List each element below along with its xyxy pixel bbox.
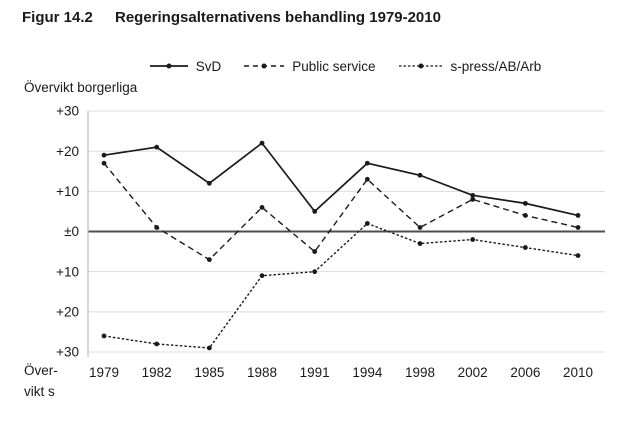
chart-series — [101, 140, 581, 351]
svg-text:1988: 1988 — [247, 365, 277, 380]
legend-label-svd: SvD — [195, 58, 222, 74]
chart-ytick-labels: +30 +20 +10 ±0 +10 +20 +30 — [56, 104, 79, 360]
legend-label-spress: s-press/AB/Arb — [450, 58, 542, 74]
chart-legend: SvD Public service s-press/AB/Arb — [50, 57, 640, 75]
legend-item-spress: s-press/AB/Arb — [398, 58, 542, 74]
svg-text:1994: 1994 — [352, 365, 383, 380]
svg-text:+20: +20 — [56, 305, 79, 320]
axis-label-overvikt-s: Över- vikt s — [24, 360, 58, 402]
svg-text:2010: 2010 — [563, 365, 593, 380]
figure-number: Figur 14.2 — [22, 9, 93, 26]
svg-text:1985: 1985 — [194, 365, 224, 380]
svg-text:1998: 1998 — [405, 365, 435, 380]
svg-text:1982: 1982 — [142, 365, 172, 380]
chart-xtick-labels: 1979 1982 1985 1988 1991 1994 1998 2002 2006 2010 — [89, 365, 593, 380]
legend-label-public-service: Public service — [292, 58, 376, 74]
svg-text:1979: 1979 — [89, 365, 119, 380]
legend-dashed-line-icon — [244, 63, 285, 69]
legend-item-svd: SvD — [149, 58, 222, 74]
svg-text:+30: +30 — [56, 104, 79, 119]
figure-header: Figur 14.2 Regeringsalternativens behand… — [0, 9, 640, 29]
axis-label-overvikt-s-line2: vikt s — [24, 384, 55, 399]
svg-text:2002: 2002 — [458, 365, 488, 380]
legend-solid-line-icon — [149, 63, 188, 69]
axis-label-overvikt-borgerliga: Övervikt borgerliga — [24, 80, 138, 95]
chart-gridlines — [88, 110, 605, 353]
legend-item-public-service: Public service — [243, 58, 376, 74]
svg-text:+10: +10 — [56, 184, 79, 199]
figure-title: Regeringsalternativens behandling 1979-2… — [115, 9, 441, 26]
svg-text:±0: ±0 — [64, 224, 79, 239]
svg-text:1991: 1991 — [300, 365, 330, 380]
svg-text:+10: +10 — [56, 264, 79, 279]
svg-text:2006: 2006 — [510, 365, 540, 380]
axis-label-overvikt-s-line1: Över- — [24, 363, 58, 378]
svg-text:+30: +30 — [56, 345, 79, 360]
legend-dotted-line-icon — [398, 63, 443, 69]
svg-text:+20: +20 — [56, 144, 79, 159]
